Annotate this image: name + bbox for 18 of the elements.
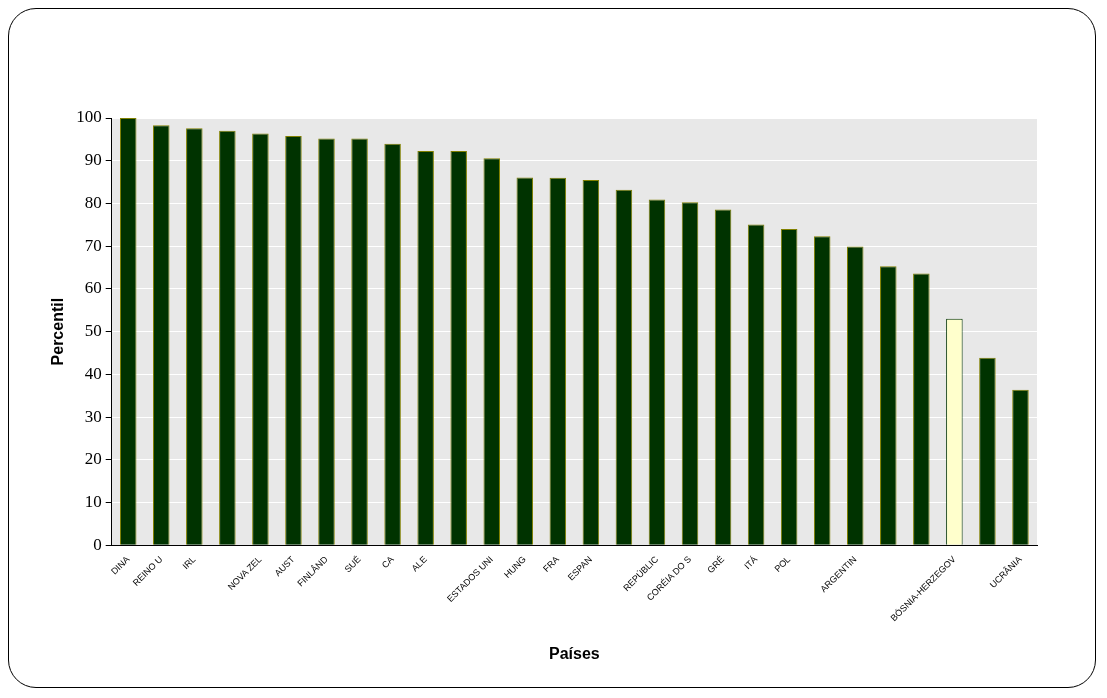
y-tick-label: 70	[84, 235, 102, 255]
y-tick-label: 20	[84, 449, 102, 469]
y-tick-label: 90	[84, 150, 102, 170]
y-tick-label: 100	[76, 107, 102, 127]
x-tick-label: CA	[379, 554, 396, 571]
x-tick-label: ITÁ	[742, 554, 760, 572]
y-tick-label: 40	[84, 363, 102, 383]
y-axis-title: Percentil	[49, 297, 67, 366]
y-tick-label: 50	[84, 321, 102, 341]
y-tick-label: 60	[84, 278, 102, 298]
x-tick-label: IRL	[180, 554, 198, 572]
x-tick-label: FRA	[541, 554, 561, 574]
x-tick-label: POL	[772, 554, 793, 575]
y-tick-label: 10	[84, 492, 102, 512]
y-tick-label: 80	[84, 192, 102, 212]
y-tick-label: 0	[93, 534, 102, 554]
x-axis-title: Países	[548, 644, 600, 662]
y-tick-label: 30	[84, 406, 102, 426]
